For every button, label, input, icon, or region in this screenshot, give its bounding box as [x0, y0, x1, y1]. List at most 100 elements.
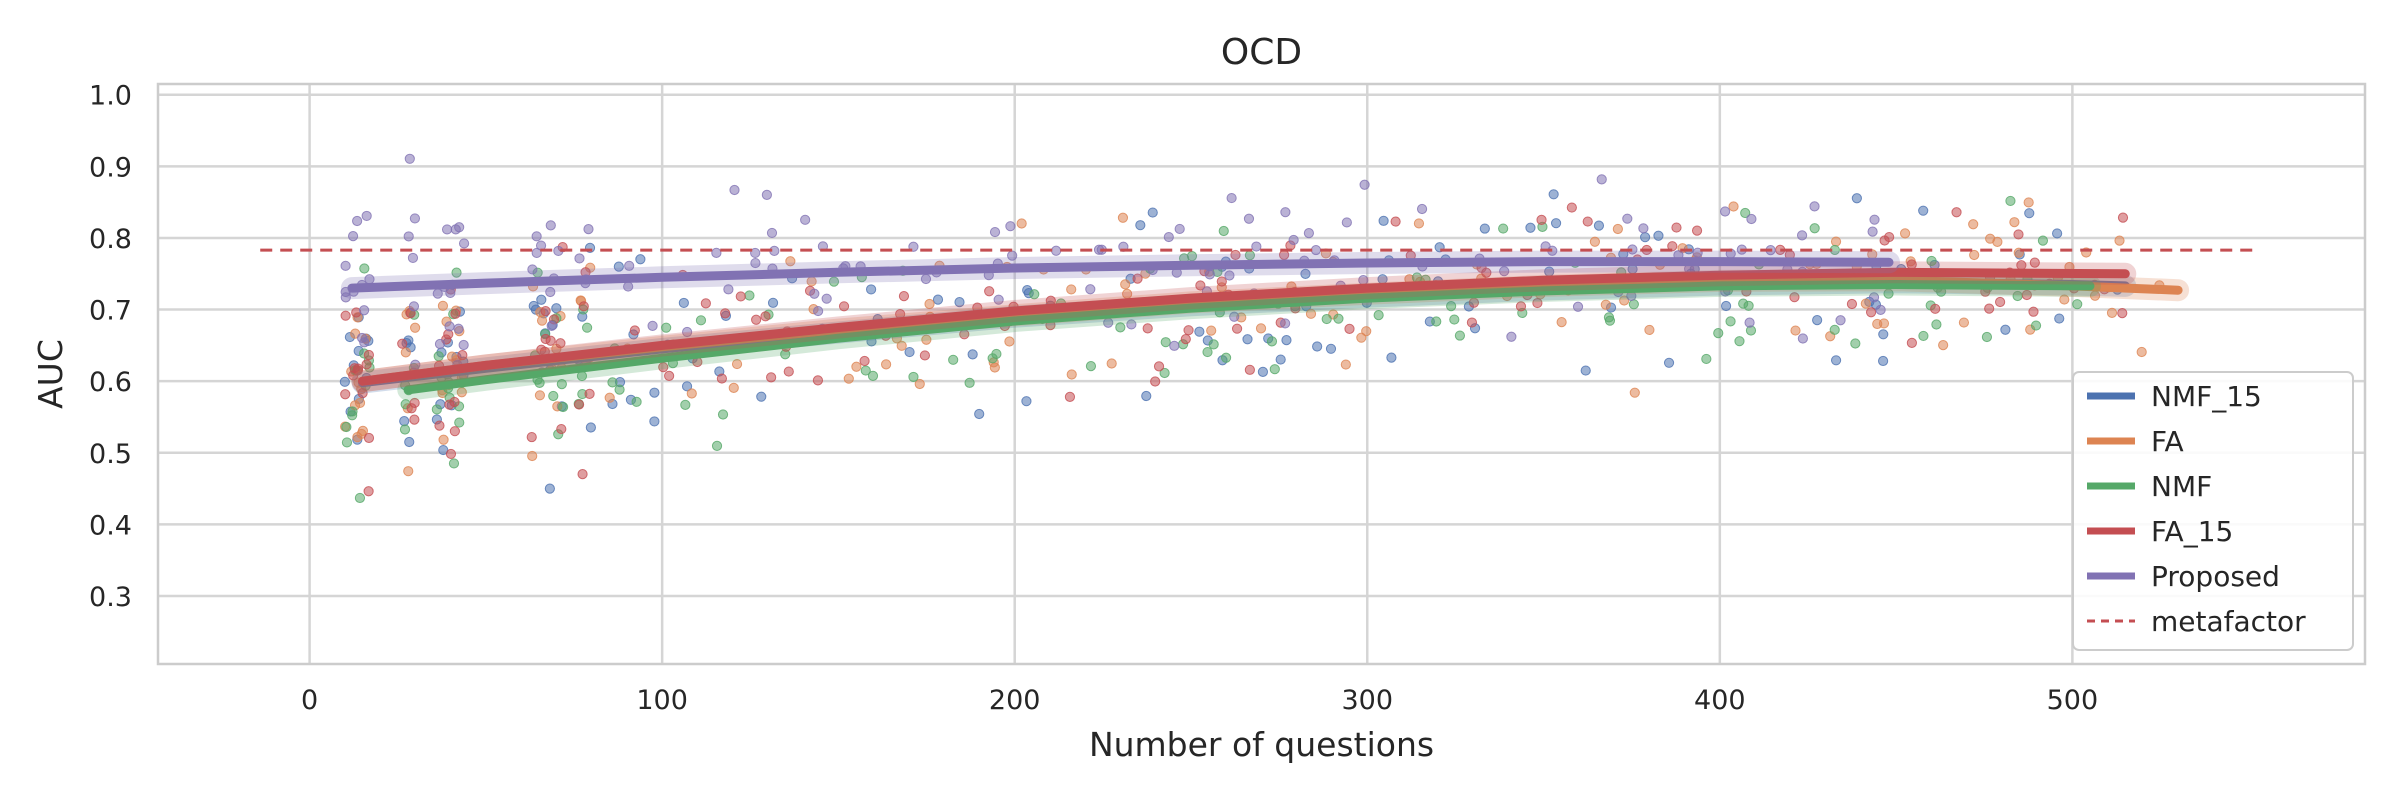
scatter-point — [851, 361, 862, 372]
scatter-point — [1981, 331, 1993, 343]
scatter-point — [399, 424, 411, 435]
scatter-point — [531, 231, 542, 242]
fit-line-proposed — [347, 257, 1894, 293]
scatter-point — [1303, 228, 1314, 239]
scatter-point — [2023, 197, 2034, 208]
scatter-point — [680, 399, 691, 410]
scatter-point — [1830, 236, 1842, 247]
scatter-point — [1536, 214, 1547, 225]
scatter-point — [1141, 390, 1152, 402]
scatter-point — [1671, 222, 1682, 233]
scatter-point — [974, 408, 985, 420]
scatter-point — [761, 189, 772, 200]
scatter-point — [1216, 276, 1227, 287]
scatter-point — [2009, 217, 2020, 228]
scatter-point — [1612, 223, 1623, 235]
scatter-point — [1180, 334, 1191, 345]
scatter-point — [444, 399, 455, 410]
scatter-point — [1734, 336, 1745, 347]
scatter-point — [604, 392, 615, 403]
scatter-point — [686, 388, 697, 399]
scatter-point — [1667, 241, 1678, 252]
scatter-point — [2117, 307, 2128, 319]
scatter-point — [2136, 346, 2147, 358]
scatter-point — [2000, 324, 2011, 335]
scatter-point — [1835, 315, 1846, 326]
scatter-point — [624, 260, 635, 271]
scatter-point — [534, 390, 546, 401]
scatter-point — [908, 371, 919, 383]
scatter-point — [1224, 270, 1235, 281]
scatter-point — [700, 298, 711, 309]
scatter-point — [1809, 201, 1820, 212]
scatter-point — [766, 372, 777, 383]
scatter-point — [363, 486, 374, 497]
scatter-point — [441, 224, 453, 235]
scatter-point — [340, 260, 351, 271]
scatter-point — [449, 426, 460, 437]
scatter-point — [1242, 334, 1253, 345]
scatter-point — [1281, 335, 1292, 346]
scatter-point — [720, 308, 731, 319]
scatter-point — [1280, 207, 1291, 218]
scatter-point — [867, 370, 879, 381]
scatter-point — [1280, 318, 1291, 329]
scatter-point — [989, 226, 1001, 238]
scatter-point — [1115, 322, 1126, 333]
scatter-point — [1506, 331, 1517, 342]
scatter-point — [967, 349, 978, 360]
scatter-point — [865, 284, 877, 295]
scatter-point — [1446, 301, 1457, 312]
scatter-point — [1064, 391, 1076, 402]
scatter-point — [1466, 317, 1478, 328]
scatter-point — [354, 397, 366, 409]
scatter-point — [1796, 230, 1808, 241]
fit-line-fa-15 — [358, 267, 2130, 386]
scatter-point — [859, 355, 870, 367]
scatter-point — [1160, 337, 1171, 348]
scatter-point — [409, 414, 420, 425]
scatter-point — [1117, 212, 1129, 223]
scatter-point — [954, 296, 965, 308]
scatter-point — [1566, 202, 1577, 213]
scatter-point — [1850, 338, 1861, 349]
scatter-point — [528, 300, 539, 312]
scatter-point — [661, 322, 672, 333]
scatter-point — [2013, 229, 2024, 240]
scatter-point — [578, 301, 589, 312]
scatter-point — [1984, 303, 1995, 314]
scatter-point — [1204, 269, 1215, 280]
x-tick-label: 0 — [301, 685, 318, 716]
scatter-point — [444, 321, 455, 332]
y-tick-label: 0.6 — [89, 367, 132, 398]
scatter-point — [1951, 207, 1962, 218]
scatter-point — [1300, 268, 1311, 279]
scatter-point — [1746, 213, 1757, 225]
scatter-point — [1257, 366, 1269, 378]
scatter-point — [1499, 266, 1510, 277]
scatter-point — [454, 417, 465, 428]
scatter-point — [1218, 225, 1229, 237]
scatter-point — [1638, 223, 1649, 234]
scatter-point — [457, 350, 468, 361]
scatter-point — [1269, 364, 1280, 375]
scatter-point — [1596, 174, 1607, 185]
scatter-point — [1789, 292, 1800, 303]
x-tick-label: 400 — [1694, 685, 1746, 716]
scatter-point — [716, 373, 727, 384]
scatter-point — [756, 391, 767, 402]
scatter-point — [629, 325, 640, 336]
scatter-point — [2030, 320, 2042, 331]
scatter-point — [681, 381, 693, 392]
scatter-point — [1515, 301, 1527, 312]
scatter-point — [341, 437, 353, 448]
scatter-point — [914, 378, 925, 390]
scatter-point — [1159, 367, 1170, 379]
scatter-point — [1431, 316, 1442, 327]
scatter-point — [2029, 257, 2040, 268]
scatter-point — [410, 322, 421, 333]
scatter-point — [711, 440, 723, 451]
scatter-point — [536, 294, 547, 305]
legend-box — [2072, 371, 2354, 651]
